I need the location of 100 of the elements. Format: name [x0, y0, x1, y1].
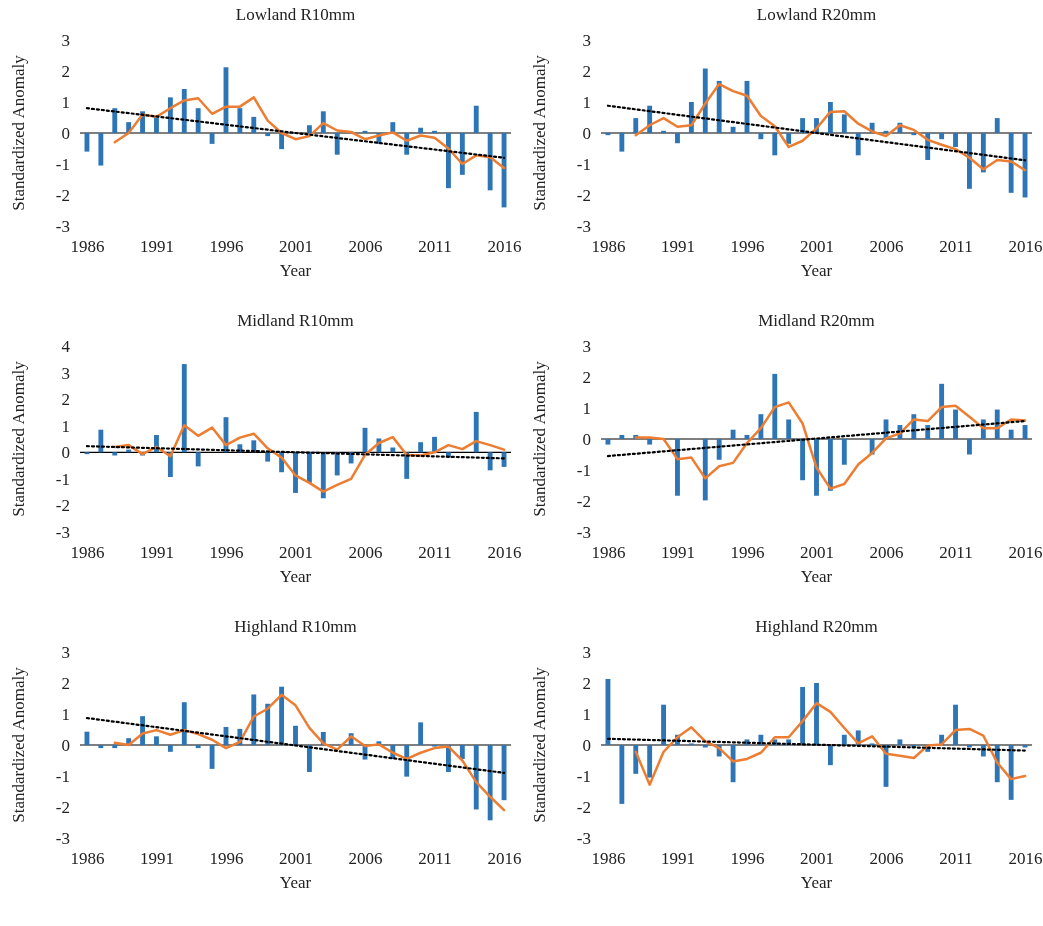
x-tick-label: 2006: [348, 237, 383, 257]
y-tick-label: -1: [576, 154, 591, 174]
y-tick-label: -3: [576, 216, 591, 236]
x-tick-label: 1996: [209, 543, 244, 563]
y-tick-label: 3: [61, 642, 70, 662]
y-tick-label: -2: [576, 491, 591, 511]
y-axis-title: Standardized Anomaly: [530, 666, 549, 823]
y-tick-label: -2: [576, 185, 591, 205]
x-tick-label: 2011: [418, 849, 452, 869]
x-axis-title: Year: [800, 873, 833, 892]
y-tick-label: 3: [582, 642, 591, 662]
x-axis-title: Year: [800, 261, 833, 280]
x-tick-label: 2006: [348, 849, 383, 869]
x-tick-label: 2016: [487, 543, 522, 563]
x-tick-label: 1986: [70, 849, 105, 869]
y-tick-label: 0: [582, 123, 591, 143]
x-tick-label: 1991: [660, 849, 695, 869]
x-tick-label: 2016: [487, 237, 522, 257]
chart-title: Highland R20mm: [755, 617, 878, 636]
y-tick-label: 3: [582, 336, 591, 356]
x-tick-label: 2011: [418, 237, 452, 257]
x-tick-label: 1986: [70, 237, 105, 257]
x-tick-label: 1986: [591, 543, 626, 563]
y-tick-label: -1: [576, 460, 591, 480]
chart-title: Lowland R20mm: [756, 5, 877, 24]
x-axis-title: Year: [279, 567, 312, 586]
x-tick-label: 1991: [139, 543, 174, 563]
x-tick-label: 1991: [139, 849, 174, 869]
y-tick-label: -1: [576, 766, 591, 786]
y-tick-label: 2: [61, 390, 70, 410]
y-tick-label: 1: [61, 416, 70, 436]
y-tick-label: 1: [582, 398, 591, 418]
x-tick-label: 1986: [70, 543, 105, 563]
y-tick-label: 2: [582, 367, 591, 387]
x-tick-label: 2011: [418, 543, 452, 563]
x-tick-label: 2006: [348, 543, 383, 563]
x-tick-label: 2016: [1008, 849, 1043, 869]
y-tick-label: 2: [582, 61, 591, 81]
y-tick-label: -3: [55, 828, 70, 848]
x-tick-label: 1996: [209, 237, 244, 257]
chart-title: Midland R20mm: [758, 311, 875, 330]
y-tick-label: -1: [55, 766, 70, 786]
x-tick-label: 2006: [869, 543, 904, 563]
y-tick-label: -2: [576, 797, 591, 817]
y-tick-label: 3: [61, 30, 70, 50]
y-tick-label: -1: [55, 469, 70, 489]
y-tick-label: -3: [576, 828, 591, 848]
x-tick-label: 2011: [939, 543, 973, 563]
x-tick-label: 1996: [730, 543, 765, 563]
y-tick-label: 3: [582, 30, 591, 50]
x-tick-label: 2001: [800, 543, 834, 563]
x-tick-label: 1991: [139, 237, 174, 257]
y-axis-title: Standardized Anomaly: [9, 54, 28, 211]
y-tick-label: 0: [582, 429, 591, 449]
y-tick-label: 2: [582, 673, 591, 693]
y-tick-label: 1: [61, 92, 70, 112]
x-tick-label: 1986: [591, 849, 626, 869]
y-tick-label: 2: [61, 61, 70, 81]
x-tick-label: 1986: [591, 237, 626, 257]
y-tick-label: -3: [55, 216, 70, 236]
y-tick-label: 0: [61, 123, 70, 143]
x-tick-label: 2001: [279, 237, 313, 257]
y-tick-label: 1: [582, 92, 591, 112]
y-axis-title: Standardized Anomaly: [9, 666, 28, 823]
y-tick-label: -3: [55, 522, 70, 542]
x-tick-label: 2011: [939, 237, 973, 257]
x-tick-label: 2011: [939, 849, 973, 869]
y-tick-label: -1: [55, 154, 70, 174]
x-tick-label: 2006: [869, 237, 904, 257]
y-tick-label: 1: [61, 704, 70, 724]
x-tick-label: 2016: [1008, 237, 1043, 257]
y-tick-label: 0: [61, 443, 70, 463]
y-axis-title: Standardized Anomaly: [530, 360, 549, 517]
x-axis-title: Year: [279, 261, 312, 280]
y-tick-label: 4: [61, 336, 71, 356]
y-tick-label: 1: [582, 704, 591, 724]
x-tick-label: 2001: [279, 849, 313, 869]
y-tick-label: 3: [61, 363, 70, 383]
y-tick-label: 0: [61, 735, 70, 755]
x-tick-label: 2001: [800, 237, 834, 257]
y-axis-title: Standardized Anomaly: [530, 54, 549, 211]
y-tick-label: -3: [576, 522, 591, 542]
x-tick-label: 1996: [209, 849, 244, 869]
y-tick-label: 0: [582, 735, 591, 755]
x-tick-label: 1991: [660, 543, 695, 563]
x-tick-label: 2016: [487, 849, 522, 869]
y-tick-label: -2: [55, 797, 70, 817]
x-tick-label: 2016: [1008, 543, 1043, 563]
x-tick-label: 2001: [800, 849, 834, 869]
x-tick-label: 1996: [730, 237, 765, 257]
chart-title: Midland R10mm: [237, 311, 354, 330]
y-tick-label: 2: [61, 673, 70, 693]
x-axis-title: Year: [800, 567, 833, 586]
x-axis-title: Year: [279, 873, 312, 892]
y-axis-title: Standardized Anomaly: [9, 360, 28, 517]
chart-title: Highland R10mm: [234, 617, 357, 636]
chart-title: Lowland R10mm: [235, 5, 356, 24]
x-tick-label: 2006: [869, 849, 904, 869]
y-tick-label: -2: [55, 496, 70, 516]
x-tick-label: 1996: [730, 849, 765, 869]
